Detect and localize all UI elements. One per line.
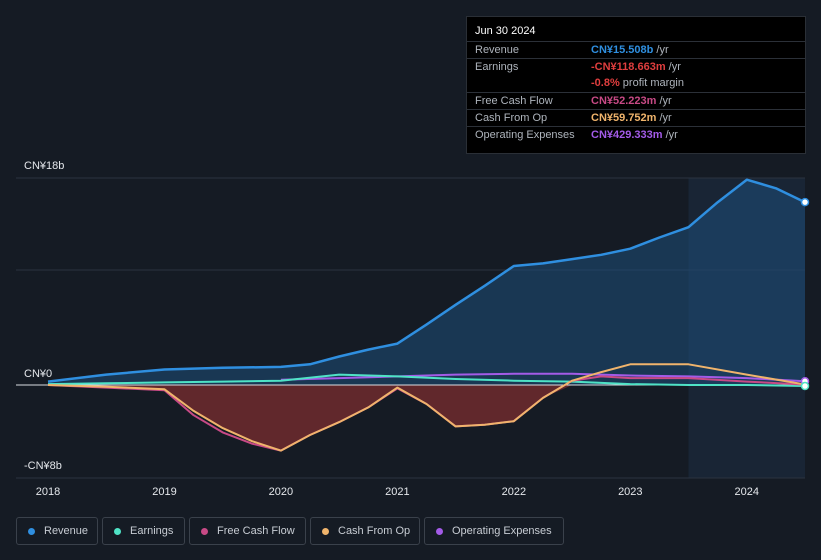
y-label-top: CN¥18b	[24, 160, 65, 172]
x-tick-label: 2019	[152, 486, 176, 498]
y-label-bottom: -CN¥8b	[24, 460, 62, 472]
tooltip-row-opex: Operating Expenses CN¥429.333m /yr	[467, 126, 805, 144]
tooltip-label: Revenue	[475, 44, 520, 56]
legend-item-earnings[interactable]: Earnings	[102, 517, 185, 545]
end-marker-earnings	[800, 381, 810, 391]
tooltip-value: CN¥429.333m /yr	[591, 129, 678, 141]
legend-label: Free Cash Flow	[217, 525, 295, 537]
tooltip-label: Earnings	[475, 61, 519, 73]
legend-label: Earnings	[130, 525, 174, 537]
tooltip-date: Jun 30 2024	[475, 25, 536, 37]
legend-label: Cash From Op	[338, 525, 411, 537]
legend-dot-icon	[114, 527, 121, 535]
tooltip-value: -0.8% profit margin	[591, 77, 684, 89]
x-tick-label: 2022	[502, 486, 526, 498]
tooltip-label: Cash From Op	[475, 112, 548, 124]
legend-dot-icon	[436, 527, 443, 535]
tooltip-value: CN¥52.223m /yr	[591, 95, 672, 107]
end-marker-revenue	[800, 197, 810, 207]
series-line-cash-from-op	[47, 363, 806, 452]
legend-item-operating-expenses[interactable]: Operating Expenses	[424, 517, 564, 545]
tooltip-label: Operating Expenses	[475, 129, 575, 141]
x-tick-label: 2023	[618, 486, 642, 498]
tooltip-row-earnings: Earnings -CN¥118.663m /yr	[467, 58, 805, 76]
legend-label: Operating Expenses	[452, 525, 552, 537]
legend-dot-icon	[322, 527, 329, 535]
revenue-area	[48, 179, 805, 385]
tooltip-row-cfo: Cash From Op CN¥59.752m /yr	[467, 109, 805, 127]
tooltip-row-fcf: Free Cash Flow CN¥52.223m /yr	[467, 92, 805, 110]
tooltip-value: -CN¥118.663m /yr	[591, 61, 681, 73]
tooltip-row-revenue: Revenue CN¥15.508b /yr	[467, 41, 805, 59]
data-tooltip: Jun 30 2024 Revenue CN¥15.508b /yr Earni…	[466, 16, 806, 154]
legend-label: Revenue	[44, 525, 89, 537]
legend-item-free-cash-flow[interactable]: Free Cash Flow	[189, 517, 306, 545]
tooltip-value: CN¥15.508b /yr	[591, 44, 669, 56]
tooltip-row-margin: -0.8% profit margin	[467, 75, 805, 92]
legend-dot-icon	[201, 527, 208, 535]
series-line-operating-expenses	[280, 372, 806, 383]
series-line-earnings	[47, 373, 806, 387]
legend-item-revenue[interactable]: Revenue	[16, 517, 98, 545]
x-tick-label: 2018	[36, 486, 60, 498]
x-tick-label: 2024	[735, 486, 759, 498]
legend-dot-icon	[28, 527, 35, 535]
x-tick-label: 2021	[385, 486, 409, 498]
legend-item-cash-from-op[interactable]: Cash From Op	[310, 517, 420, 545]
x-tick-label: 2020	[269, 486, 293, 498]
y-label-zero: CN¥0	[24, 368, 53, 380]
series-line-revenue	[47, 178, 806, 383]
tooltip-value: CN¥59.752m /yr	[591, 112, 672, 124]
tooltip-label: Free Cash Flow	[475, 95, 553, 107]
cash-flow-negative-area	[48, 385, 573, 451]
